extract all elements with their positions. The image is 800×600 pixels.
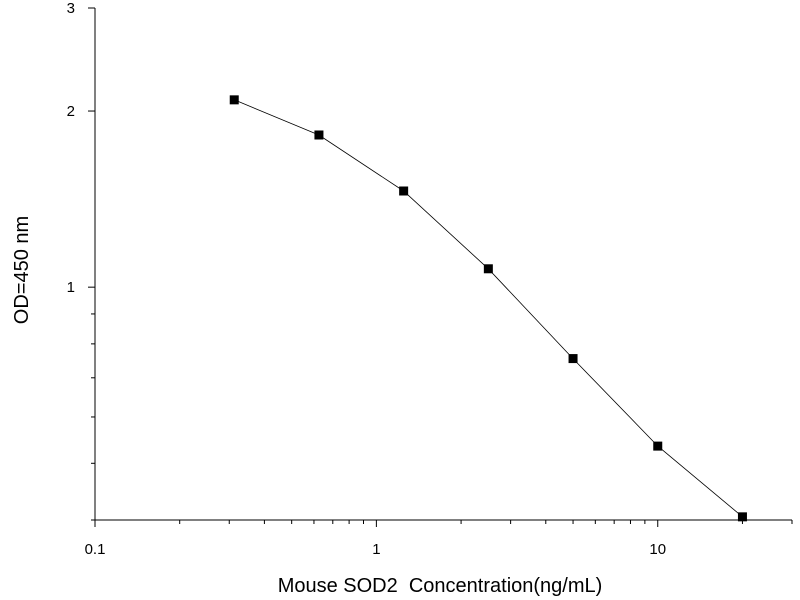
axes: 0.1 1 10 1 2 3 [67, 0, 793, 558]
x-axis-title: Mouse SOD2 Concentration(ng/mL) [278, 575, 603, 597]
data-point-marker [737, 512, 747, 522]
x-tick-label: 10 [649, 541, 666, 558]
x-tick-label: 1 [372, 541, 380, 558]
data-point-marker [229, 95, 239, 105]
plot-area [229, 95, 747, 522]
data-point-marker [568, 354, 578, 364]
y-tick-label: 1 [67, 279, 75, 296]
y-tick-label: 3 [67, 0, 75, 17]
y-axis-title: OD=450 nm [11, 216, 33, 324]
data-point-marker [399, 186, 409, 196]
data-point-marker [483, 264, 493, 274]
y-tick-label: 2 [67, 103, 75, 120]
x-tick-label: 0.1 [85, 541, 106, 558]
data-point-marker [653, 441, 663, 451]
data-point-marker [314, 130, 324, 140]
